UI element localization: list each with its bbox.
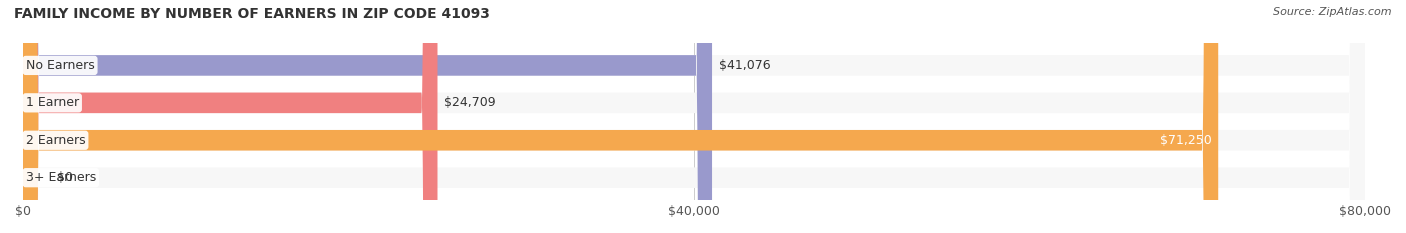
Text: 1 Earner: 1 Earner bbox=[25, 96, 79, 109]
FancyBboxPatch shape bbox=[22, 0, 1218, 233]
FancyBboxPatch shape bbox=[22, 0, 1365, 233]
Text: $71,250: $71,250 bbox=[1160, 134, 1212, 147]
Text: $41,076: $41,076 bbox=[718, 59, 770, 72]
Text: Source: ZipAtlas.com: Source: ZipAtlas.com bbox=[1274, 7, 1392, 17]
Text: $24,709: $24,709 bbox=[444, 96, 496, 109]
FancyBboxPatch shape bbox=[22, 0, 711, 233]
FancyBboxPatch shape bbox=[22, 0, 1365, 233]
Text: FAMILY INCOME BY NUMBER OF EARNERS IN ZIP CODE 41093: FAMILY INCOME BY NUMBER OF EARNERS IN ZI… bbox=[14, 7, 489, 21]
FancyBboxPatch shape bbox=[22, 0, 1365, 233]
FancyBboxPatch shape bbox=[22, 0, 437, 233]
Text: No Earners: No Earners bbox=[25, 59, 94, 72]
FancyBboxPatch shape bbox=[22, 0, 1365, 233]
Text: 3+ Earners: 3+ Earners bbox=[25, 171, 96, 184]
Text: 2 Earners: 2 Earners bbox=[25, 134, 86, 147]
Text: $0: $0 bbox=[56, 171, 73, 184]
